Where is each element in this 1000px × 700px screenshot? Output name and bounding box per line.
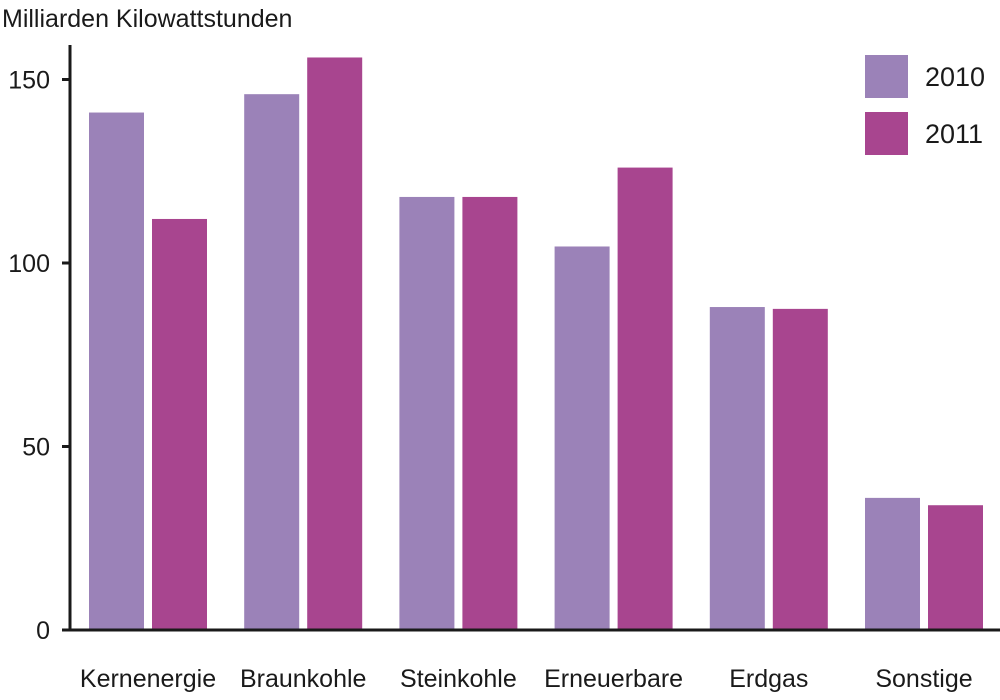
bar-kernenergie-2010 [89, 112, 144, 630]
bar-kernenergie-2011 [152, 218, 207, 630]
bar-braunkohle-2010 [244, 94, 300, 631]
bar-braunkohle-2011 [307, 57, 363, 631]
y-ticks: 0 50 100 150 [8, 67, 70, 645]
bars [89, 57, 983, 631]
legend-swatch-2011 [865, 112, 908, 155]
y-tick-label-0: 0 [36, 617, 50, 645]
y-tick-label-50: 50 [22, 434, 50, 462]
bar-steinkohle-2011 [462, 196, 518, 630]
legend-label-2011: 2011 [925, 119, 983, 149]
x-label-erneuerbare: Erneuerbare [544, 665, 683, 693]
bar-sonstige-2010 [865, 497, 920, 630]
x-label-steinkohle: Steinkohle [400, 665, 517, 693]
legend-label-2010: 2010 [925, 62, 985, 92]
x-label-braunkohle: Braunkohle [240, 665, 366, 693]
x-label-erdgas: Erdgas [729, 665, 808, 693]
y-axis-title: Milliarden Kilowattstunden [2, 5, 292, 33]
x-label-kernenergie: Kernenergie [80, 665, 216, 693]
bar-erneuerbare-2011 [617, 167, 673, 630]
legend: 2010 2011 [865, 55, 985, 155]
bar-erneuerbare-2010 [554, 246, 610, 631]
legend-swatch-2010 [865, 55, 908, 98]
bar-sonstige-2011 [928, 505, 983, 630]
bar-steinkohle-2010 [399, 196, 455, 630]
bar-erdgas-2010 [709, 307, 765, 630]
y-tick-label-150: 150 [8, 67, 50, 95]
bar-erdgas-2011 [772, 308, 828, 630]
x-label-sonstige: Sonstige [875, 665, 972, 693]
y-tick-label-100: 100 [8, 250, 50, 278]
x-labels: Kernenergie Braunkohle Steinkohle Erneuerba… [80, 665, 973, 693]
